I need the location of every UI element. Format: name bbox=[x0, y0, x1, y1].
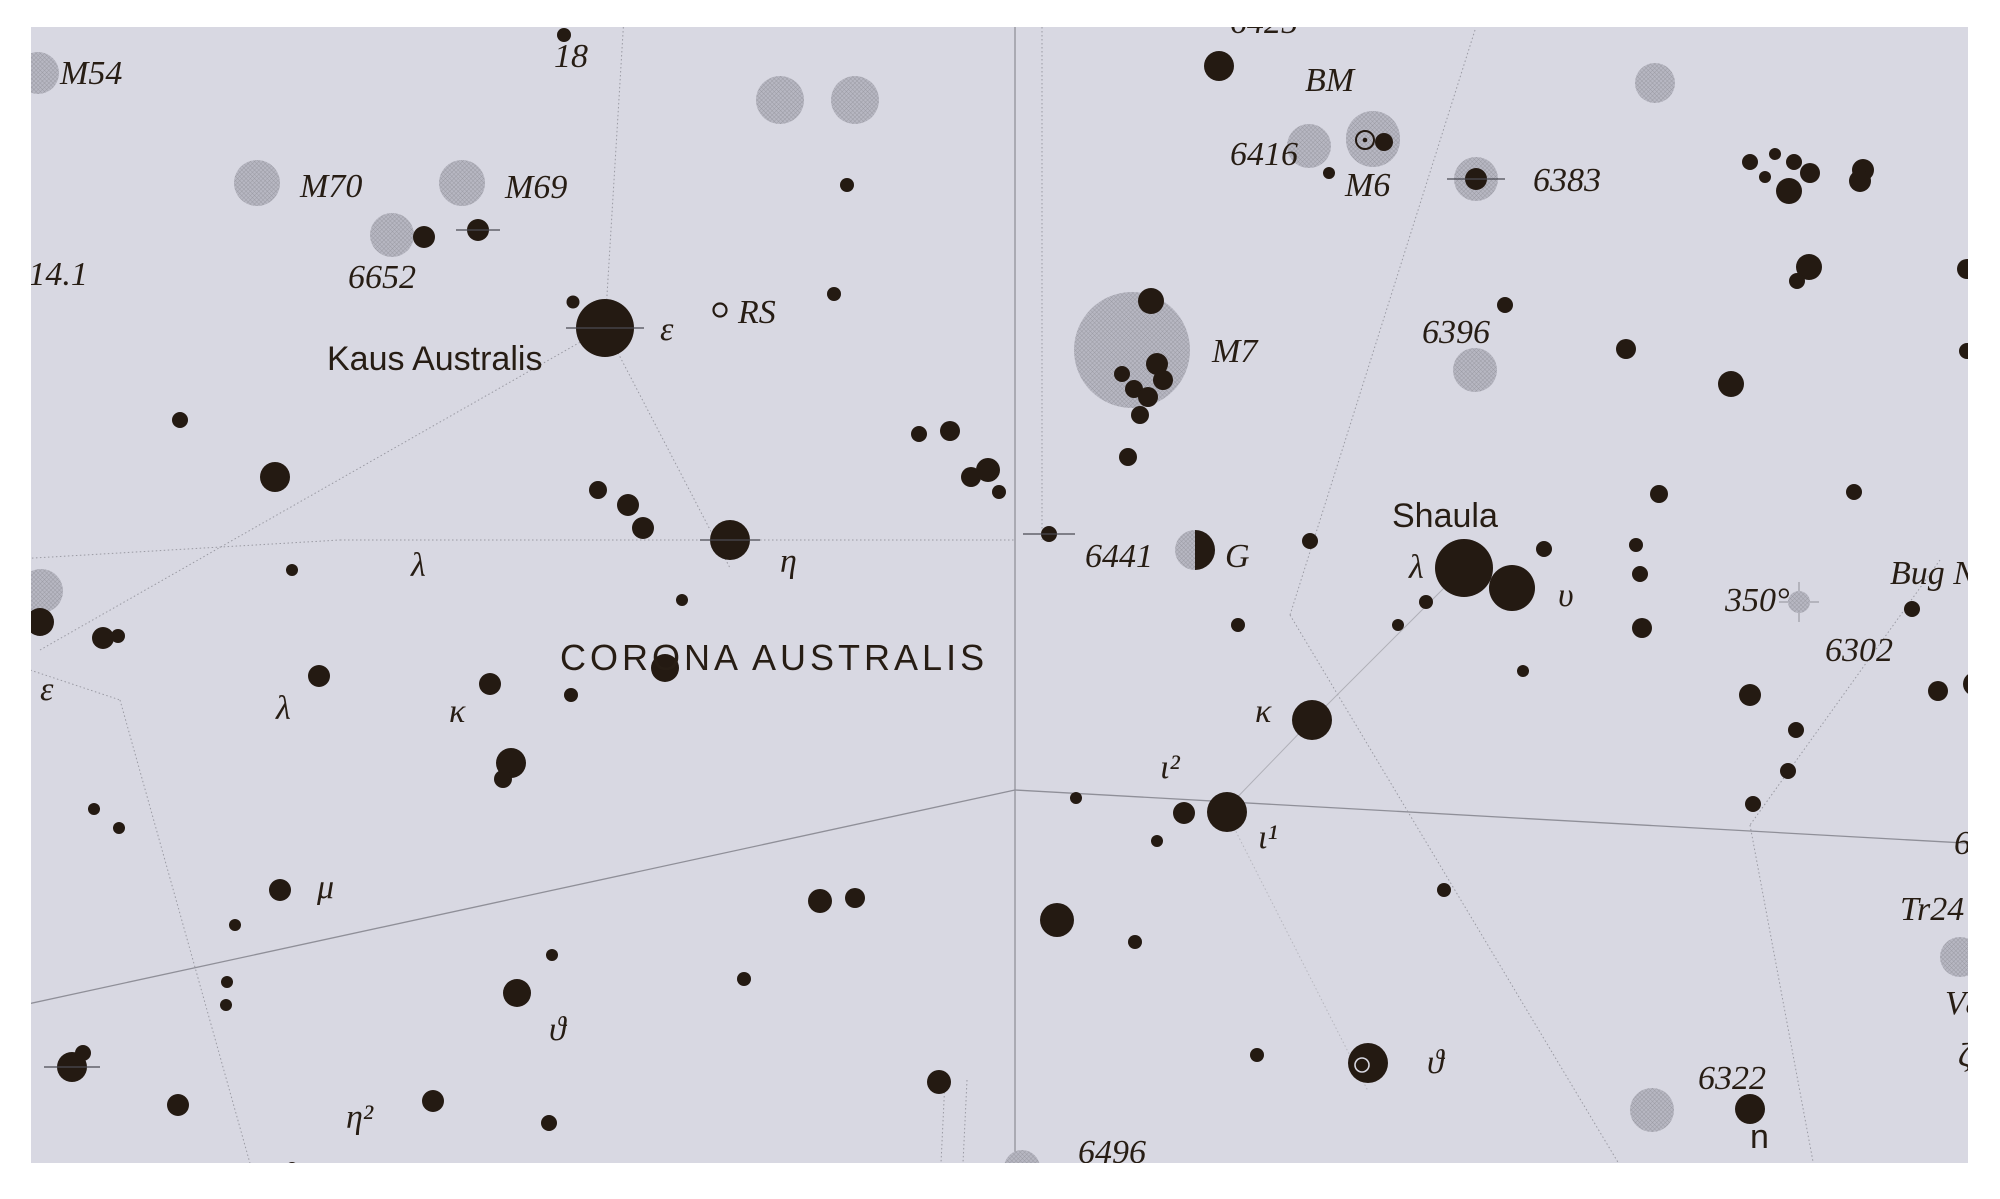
svg-text:ε: ε bbox=[660, 311, 674, 348]
svg-text:V86: V86 bbox=[1945, 985, 2000, 1022]
svg-text:M6: M6 bbox=[1344, 167, 1390, 204]
svg-text:M7: M7 bbox=[1211, 333, 1259, 370]
svg-text:μ: μ bbox=[316, 869, 334, 906]
svg-text:υ: υ bbox=[1558, 577, 1574, 614]
svg-text:6322: 6322 bbox=[1698, 1060, 1766, 1097]
svg-text:BM: BM bbox=[1305, 62, 1356, 99]
svg-text:6441: 6441 bbox=[1085, 538, 1153, 575]
svg-text:ϑ: ϑ bbox=[1427, 1044, 1446, 1081]
svg-text:62: 62 bbox=[1954, 825, 1988, 862]
svg-text:6383: 6383 bbox=[1533, 162, 1601, 199]
svg-text:6396: 6396 bbox=[1422, 314, 1490, 351]
svg-text:350°: 350° bbox=[1724, 582, 1790, 619]
svg-text:κ: κ bbox=[1255, 693, 1272, 730]
svg-text:ζ: ζ bbox=[1958, 1037, 1974, 1074]
svg-text:M69: M69 bbox=[504, 169, 567, 206]
svg-text:6652: 6652 bbox=[348, 259, 416, 296]
svg-text:G: G bbox=[1225, 538, 1250, 575]
svg-text:η²: η² bbox=[346, 1099, 374, 1136]
svg-text:ι²: ι² bbox=[1160, 749, 1180, 786]
svg-text:M70: M70 bbox=[299, 168, 362, 205]
svg-text:M54: M54 bbox=[59, 55, 122, 92]
svg-text:Tr24: Tr24 bbox=[1900, 891, 1964, 928]
svg-text:6496: 6496 bbox=[1078, 1134, 1146, 1171]
svg-text:ε: ε bbox=[40, 671, 54, 708]
svg-text:n: n bbox=[1750, 1118, 1769, 1156]
svg-text:η: η bbox=[780, 543, 797, 580]
svg-text:CORONA AUSTRALIS: CORONA AUSTRALIS bbox=[560, 637, 988, 678]
svg-text:ι¹: ι¹ bbox=[1258, 819, 1278, 856]
svg-text:RS: RS bbox=[737, 294, 776, 331]
svg-text:Shaula: Shaula bbox=[1392, 497, 1498, 535]
svg-text:ϑ: ϑ bbox=[549, 1011, 568, 1048]
svg-text:Kaus Australis: Kaus Australis bbox=[327, 340, 542, 378]
svg-text:18: 18 bbox=[554, 38, 588, 75]
svg-text:6302: 6302 bbox=[1825, 632, 1893, 669]
svg-text:λ: λ bbox=[410, 547, 426, 584]
svg-text:λ: λ bbox=[275, 690, 291, 727]
svg-text:6425: 6425 bbox=[1230, 4, 1298, 41]
svg-text:λ: λ bbox=[1408, 549, 1424, 586]
svg-text:3-14.1: 3-14.1 bbox=[0, 256, 88, 293]
svg-text:κ: κ bbox=[449, 693, 466, 730]
svg-text:Bug Nebula: Bug Nebula bbox=[1890, 555, 2000, 592]
svg-text:6416: 6416 bbox=[1230, 136, 1298, 173]
